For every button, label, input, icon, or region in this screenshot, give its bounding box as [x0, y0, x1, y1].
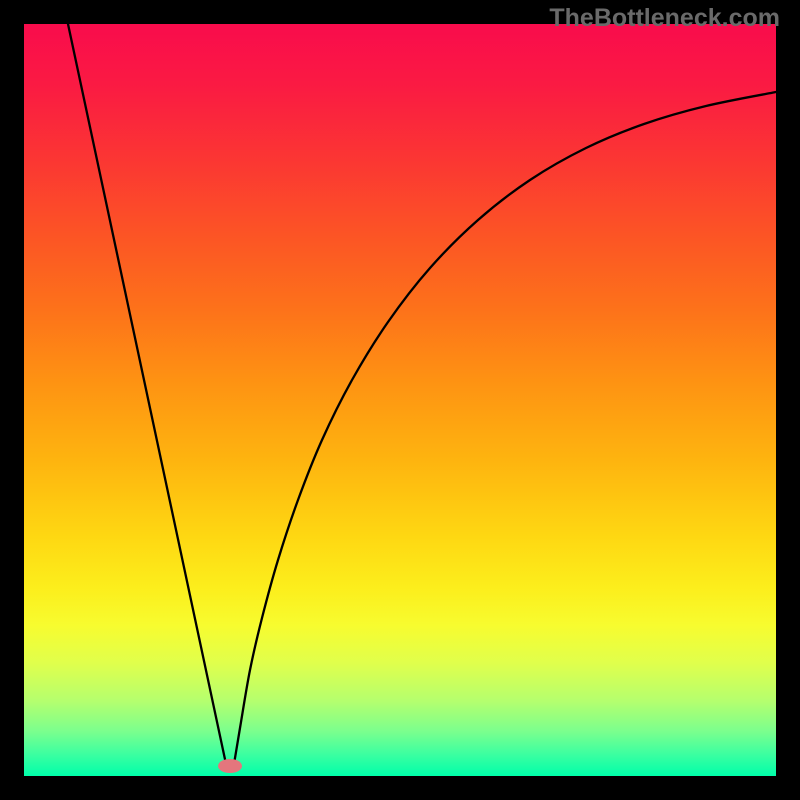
bottleneck-curve	[0, 0, 800, 800]
watermark-label: TheBottleneck.com	[549, 4, 780, 33]
minimum-marker	[218, 759, 242, 773]
